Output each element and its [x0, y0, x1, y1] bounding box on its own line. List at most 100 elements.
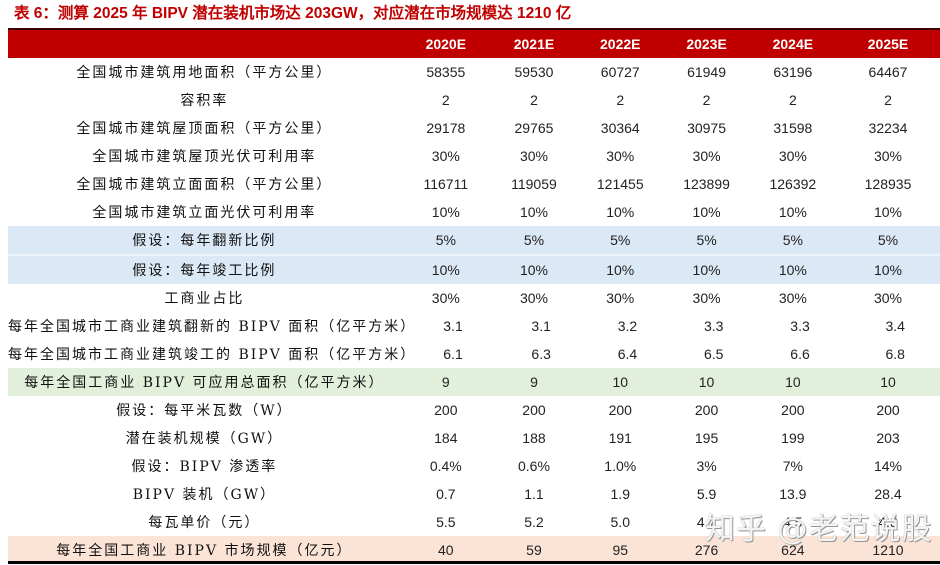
- table-row: 假设：BIPV 渗透率 0.4% 0.6% 1.0% 3% 7% 14%: [8, 452, 940, 480]
- table-row: BIPV 装机（GW） 0.7 1.1 1.9 5.9 13.9 28.4: [8, 480, 940, 508]
- row-label: 全国城市建筑用地面积（平方公里）: [76, 65, 333, 81]
- cell-2022e: 6.4: [617, 346, 638, 362]
- cell-2025e: 203: [876, 430, 900, 446]
- cell-2023e: 6.5: [704, 346, 724, 362]
- cell-2021e: 3.1: [531, 318, 551, 334]
- cell-2021e: 119059: [511, 176, 557, 192]
- cell-2025e: 3.4: [885, 318, 905, 334]
- cell-2020e: 10%: [431, 262, 460, 278]
- cell-2025e: 10%: [873, 204, 903, 220]
- col-header-2023e: 2023E: [686, 36, 727, 52]
- cell-2023e: 5.9: [696, 486, 717, 502]
- cell-2024e: 624: [781, 542, 805, 558]
- cell-2025e: 200: [876, 402, 900, 418]
- col-header-2022e: 2022E: [600, 36, 641, 52]
- table-row: 每年全国工商业 BIPV 可应用总面积（亿平方米） 9 9 10 10 10 10: [8, 368, 940, 396]
- table-row: 每年全国城市工商业建筑竣工的 BIPV 面积（亿平方米） 6.1 6.3 6.4 6.5…: [8, 340, 940, 368]
- cell-2022e: 5.0: [610, 514, 630, 530]
- cell-2020e: 5.5: [436, 514, 456, 530]
- cell-2025e: 4.3: [878, 514, 898, 530]
- cell-2023e: 123899: [683, 176, 730, 192]
- cell-2024e: 200: [781, 402, 805, 418]
- cell-2022e: 60727: [600, 64, 640, 80]
- cell-2025e: 30%: [873, 290, 903, 306]
- cell-2025e: 64467: [868, 64, 908, 80]
- cell-2022e: 1.0%: [604, 458, 637, 474]
- cell-2022e: 191: [608, 430, 632, 446]
- cell-2022e: 10%: [606, 204, 635, 220]
- cell-2025e: 128935: [864, 176, 912, 192]
- cell-2023e: 30975: [687, 120, 727, 136]
- table-row: 假设：每年竣工比例 10% 10% 10% 10% 10% 10%: [8, 254, 940, 284]
- row-label: 每年全国城市工商业建筑翻新的 BIPV 面积（亿平方米）: [8, 319, 417, 335]
- cell-2022e: 10: [612, 374, 629, 390]
- cell-2022e: 30%: [606, 148, 635, 164]
- cell-2024e: 13.9: [779, 486, 807, 502]
- cell-2020e: 40: [438, 542, 454, 558]
- col-header-2024e: 2024E: [772, 36, 814, 52]
- cell-2021e: 5%: [523, 232, 545, 248]
- cell-2020e: 184: [434, 430, 458, 446]
- row-label: 假设：每年翻新比例: [132, 233, 277, 249]
- cell-2023e: 2: [702, 92, 711, 108]
- table-row: 容积率 2 2 2 2 2 2: [8, 86, 940, 114]
- cell-2024e: 5%: [782, 232, 803, 248]
- table-row: 全国城市建筑屋顶面积（平方公里） 29178 29765 30364 30975 3159…: [8, 114, 940, 142]
- cell-2023e: 3%: [696, 458, 717, 474]
- table-row: 每瓦单价（元） 5.5 5.2 5.0 4.7 4.5 4.3: [8, 508, 940, 536]
- row-label: 全国城市建筑立面面积（平方公里）: [76, 177, 333, 193]
- bipv-market-table: 2020E 2021E 2022E 2023E 2024E 2025E 全国城市…: [8, 28, 940, 564]
- cell-2023e: 10%: [692, 262, 721, 278]
- cell-2022e: 10%: [606, 262, 635, 278]
- row-label: 容积率: [180, 93, 229, 109]
- cell-2025e: 2: [884, 92, 892, 108]
- table-row: 全国城市建筑立面面积（平方公里） 116711 119059 121455 123899…: [8, 170, 940, 198]
- cell-2020e: 200: [434, 402, 458, 418]
- col-header-2020e: 2020E: [425, 36, 467, 52]
- cell-2024e: 31598: [773, 120, 813, 136]
- cell-2025e: 10%: [873, 262, 903, 278]
- cell-2024e: 10: [785, 374, 801, 390]
- cell-2020e: 2: [441, 92, 450, 108]
- row-label: 假设：每平米瓦数（W）: [116, 403, 293, 419]
- cell-2023e: 30%: [692, 290, 721, 306]
- cell-2022e: 5%: [610, 232, 631, 248]
- cell-2021e: 5.2: [524, 514, 544, 530]
- cell-2024e: 3.3: [790, 318, 810, 334]
- cell-2025e: 6.8: [885, 346, 905, 362]
- cell-2025e: 5%: [877, 232, 899, 248]
- table-row: 每年全国工商业 BIPV 市场规模（亿元） 40 59 95 276 624 1210: [8, 536, 940, 564]
- cell-2023e: 200: [694, 402, 719, 418]
- cell-2021e: 9: [530, 374, 538, 390]
- row-label: 每年全国工商业 BIPV 可应用总面积（亿平方米）: [24, 375, 385, 391]
- cell-2023e: 10%: [692, 204, 721, 220]
- row-label: 假设：每年竣工比例: [132, 263, 277, 279]
- cell-2020e: 30%: [431, 148, 460, 164]
- cell-2022e: 30%: [606, 290, 635, 306]
- cell-2020e: 5%: [435, 232, 456, 248]
- cell-2024e: 7%: [782, 458, 803, 474]
- cell-2025e: 10: [880, 374, 896, 390]
- cell-2021e: 29765: [514, 120, 554, 136]
- table-row: 全国城市建筑立面光伏可利用率 10% 10% 10% 10% 10% 10%: [8, 198, 940, 226]
- col-header-2025e: 2025E: [867, 36, 909, 52]
- table-row: 全国城市建筑屋顶光伏可利用率 30% 30% 30% 30% 30% 30%: [8, 142, 940, 170]
- row-label: 全国城市建筑屋顶面积（平方公里）: [76, 121, 333, 137]
- cell-2020e: 6.1: [443, 346, 463, 362]
- cell-2020e: 29178: [426, 120, 466, 136]
- row-label: 每年全国工商业 BIPV 市场规模（亿元）: [56, 543, 353, 559]
- table-row: 全国城市建筑用地面积（平方公里） 58355 59530 60727 61949 6319…: [8, 58, 940, 86]
- table-row: 潜在装机规模（GW） 184 188 191 195 199 203: [8, 424, 940, 452]
- cell-2022e: 121455: [596, 176, 644, 192]
- cell-2020e: 3.1: [443, 318, 463, 334]
- cell-2021e: 188: [522, 430, 546, 446]
- table-bottom-rule: [8, 561, 940, 564]
- cell-2025e: 28.4: [874, 486, 902, 502]
- cell-2020e: 10%: [431, 204, 460, 220]
- cell-2024e: 10%: [778, 262, 807, 278]
- cell-2024e: 30%: [778, 290, 807, 306]
- cell-2023e: 3.3: [704, 318, 724, 334]
- row-label: 全国城市建筑屋顶光伏可利用率: [92, 149, 317, 165]
- col-header-2021e: 2021E: [513, 36, 555, 52]
- cell-2022e: 200: [608, 402, 632, 418]
